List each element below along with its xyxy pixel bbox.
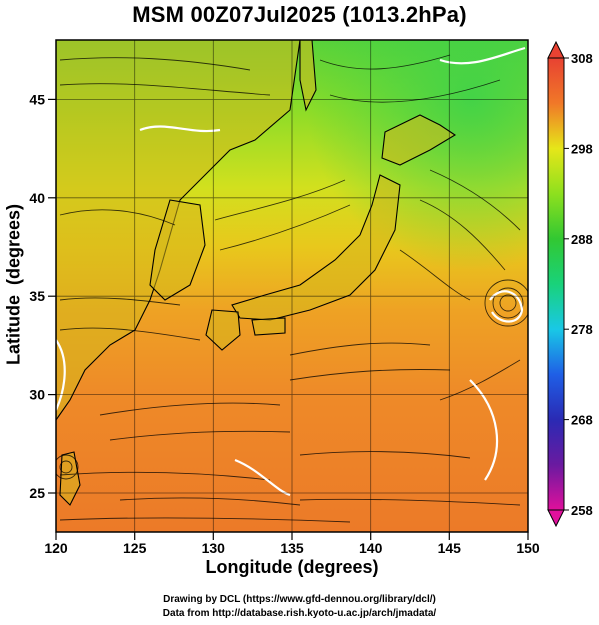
colorbar: 308 298 288 278 268 258 <box>547 40 593 528</box>
colorbar-tick-label: 308 <box>571 51 593 66</box>
streamlines <box>56 54 528 523</box>
plot-area <box>56 40 528 532</box>
colorbar-upper-arrow <box>547 40 565 59</box>
y-tick-label: 35 <box>29 288 45 304</box>
x-tick-label: 140 <box>359 540 383 556</box>
colorbar-tick-label: 288 <box>571 232 593 247</box>
y-tick-label: 45 <box>29 91 45 107</box>
x-tick-label: 150 <box>516 540 540 556</box>
y-axis-title: Latitude (degrees) <box>3 203 24 366</box>
x-tick-label: 120 <box>44 540 68 556</box>
map-title: MSM 00Z07Jul2025 (1013.2hPa) <box>132 2 467 27</box>
x-tick-label: 125 <box>123 540 147 556</box>
tick-marks <box>48 98 529 540</box>
data-credit: Data from http://database.rish.kyoto-u.a… <box>162 608 437 619</box>
colorbar-tick-label: 258 <box>571 503 593 518</box>
colorbar-tick-label: 298 <box>571 141 593 156</box>
x-tick-label: 130 <box>202 540 226 556</box>
colorbar-lower-arrow <box>547 509 565 528</box>
x-tick-label: 135 <box>280 540 304 556</box>
y-tick-label: 40 <box>29 190 45 206</box>
colorbar-scale <box>547 57 565 511</box>
y-tick-label: 25 <box>29 485 45 501</box>
x-tick-label: 145 <box>438 540 462 556</box>
drawing-credit: Drawing by DCL (https://www.gfd-dennou.o… <box>163 594 436 605</box>
x-axis-title: Longitude (degrees) <box>205 557 379 577</box>
y-tick-label: 30 <box>29 387 45 403</box>
colorbar-tick-label: 278 <box>571 322 593 337</box>
lat-lon-grid <box>56 40 528 532</box>
colorbar-tick-label: 268 <box>571 413 593 428</box>
